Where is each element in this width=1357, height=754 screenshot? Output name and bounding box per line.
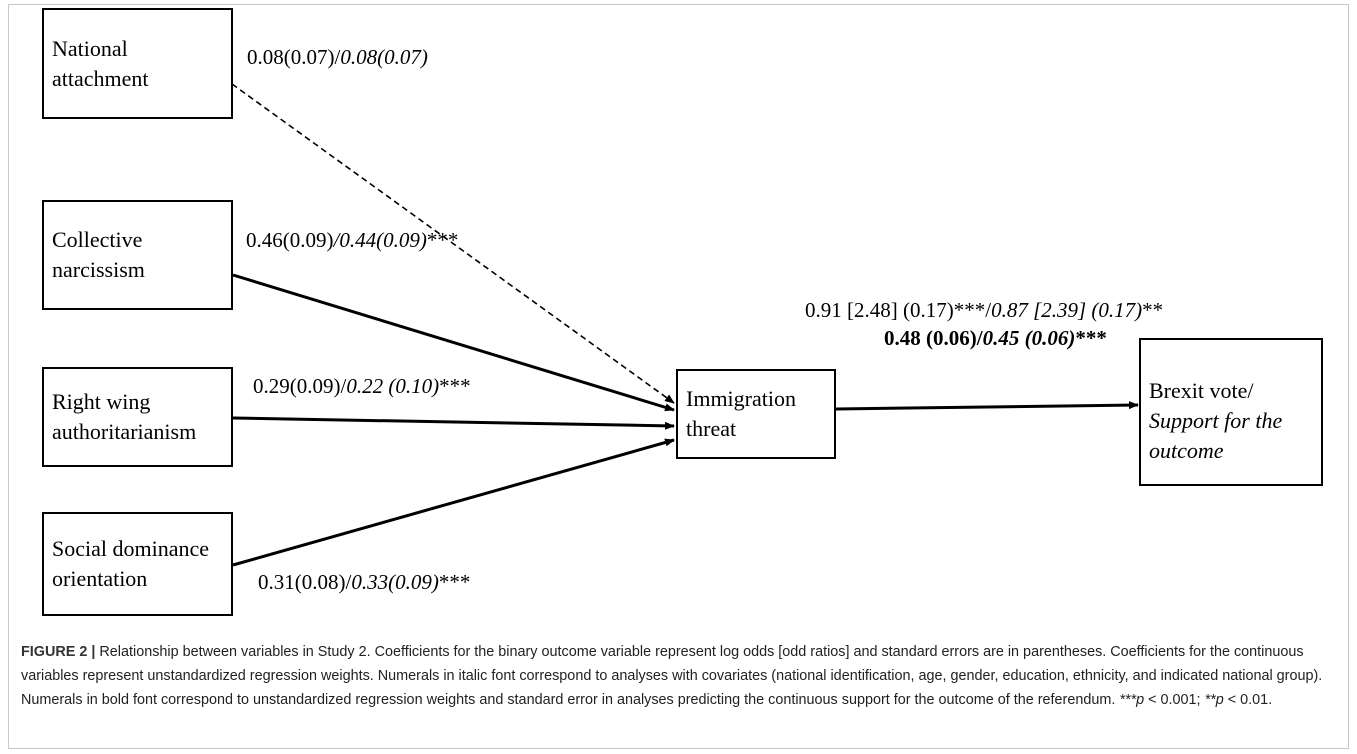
coef-sig: *** bbox=[438, 570, 471, 594]
coef-sig: *** bbox=[1075, 326, 1107, 350]
node-brexit-vote: Brexit vote/ Support for the outcome bbox=[1139, 338, 1323, 486]
coef-collective-narcissism: 0.46(0.09)/0.44(0.09)*** bbox=[246, 228, 458, 252]
brexit-label-plain: Brexit vote/ bbox=[1149, 378, 1254, 403]
coef-sig: ** bbox=[1142, 298, 1164, 322]
coef-national-attachment: 0.08(0.07)/0.08(0.07) bbox=[247, 45, 428, 69]
coef-plain: 0.29(0.09)/ bbox=[253, 374, 347, 398]
coef-italic: 0.22 (0.10) bbox=[346, 374, 440, 398]
caption-p1: ***p bbox=[1119, 692, 1145, 708]
coef-italic: 0.33(0.09) bbox=[351, 570, 439, 594]
node-immigration-threat: Immigration threat bbox=[676, 369, 836, 459]
node-collective-narcissism: Collective narcissism bbox=[42, 200, 233, 310]
figure-frame bbox=[8, 4, 1349, 749]
coef-italic: 0.08(0.07) bbox=[340, 45, 428, 69]
edge-national-to-threat bbox=[231, 83, 675, 404]
node-label: Brexit vote/ Support for the outcome bbox=[1149, 376, 1282, 466]
coef-sig: *** bbox=[426, 228, 459, 252]
coef-italic: 0.87 [2.39] (0.17) bbox=[991, 298, 1143, 322]
coef-plain: 0.31(0.08)/ bbox=[258, 570, 352, 594]
node-social-dominance-orientation: Social dominance orientation bbox=[42, 512, 233, 616]
node-label: National attachment bbox=[52, 35, 149, 91]
edge-threat-to-brexit bbox=[835, 401, 1139, 411]
edge-rightwing-to-threat bbox=[232, 416, 675, 430]
coef-plain: 0.08(0.07)/ bbox=[247, 45, 341, 69]
caption-p2: **p bbox=[1204, 692, 1224, 708]
coef-plain: 0.46(0.09) bbox=[246, 228, 334, 252]
coef-threat-to-brexit-line2: 0.48 (0.06)/0.45 (0.06)*** bbox=[884, 326, 1107, 350]
caption-lead: FIGURE 2 | bbox=[21, 644, 96, 660]
coef-social-dominance: 0.31(0.08)/0.33(0.09)*** bbox=[258, 570, 470, 594]
coef-sig: *** bbox=[439, 374, 471, 398]
caption-p1-rest: < 0.001; bbox=[1144, 692, 1205, 708]
node-right-wing-authoritarianism: Right wing authoritarianism bbox=[42, 367, 233, 467]
coef-italic: /0.44(0.09) bbox=[333, 228, 427, 252]
caption-p2-rest: < 0.01. bbox=[1223, 692, 1273, 708]
node-label: Social dominance orientation bbox=[52, 536, 210, 591]
node-label: Collective narcissism bbox=[52, 227, 145, 282]
figure-caption: FIGURE 2 | Relationship between variable… bbox=[21, 640, 1331, 712]
coef-bold-italic: 0.45 (0.06) bbox=[982, 326, 1076, 350]
edge-social-to-threat bbox=[232, 438, 675, 567]
node-label: Immigration threat bbox=[686, 386, 796, 441]
edge-collective-to-threat bbox=[232, 273, 675, 412]
node-label: Right wing authoritarianism bbox=[52, 389, 197, 444]
node-national-attachment: National attachment bbox=[42, 8, 233, 119]
caption-text: Relationship between variables in Study … bbox=[21, 644, 1323, 708]
brexit-label-italic: Support for the outcome bbox=[1149, 408, 1283, 463]
coef-right-wing-authoritarianism: 0.29(0.09)/0.22 (0.10)*** bbox=[253, 374, 471, 398]
coef-bold: 0.48 (0.06)/ bbox=[884, 326, 983, 350]
coef-threat-to-brexit-line1: 0.91 [2.48] (0.17)***/0.87 [2.39] (0.17)… bbox=[805, 298, 1163, 322]
coef-plain: 0.91 [2.48] (0.17)***/ bbox=[805, 298, 992, 322]
